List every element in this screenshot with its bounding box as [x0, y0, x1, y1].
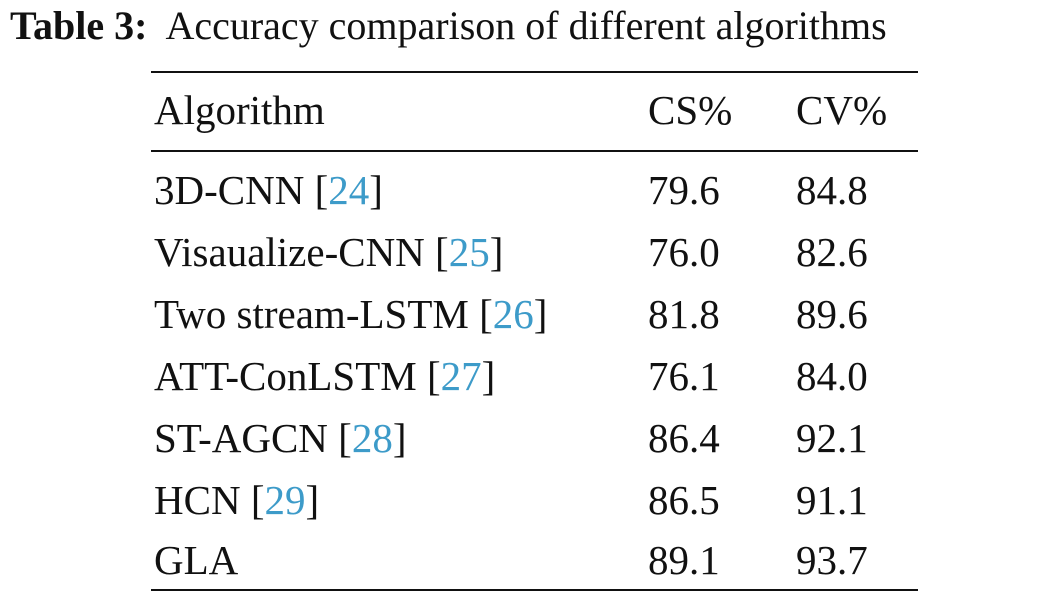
algorithm-name: HCN	[154, 477, 241, 523]
cv-value: 91.1	[796, 477, 868, 523]
algorithm-cell: HCN [29]	[154, 477, 320, 523]
table-top-rule	[151, 71, 918, 73]
algorithm-name: ST-AGCN	[154, 415, 328, 461]
header-cv: CV%	[796, 87, 888, 133]
cs-value: 76.0	[648, 229, 720, 275]
cs-value: 86.4	[648, 415, 720, 461]
cv-value: 92.1	[796, 415, 868, 461]
algorithm-cell: Two stream-LSTM [26]	[154, 291, 548, 337]
citation-link[interactable]: 29	[264, 477, 306, 523]
table-bottom-rule	[151, 589, 918, 591]
algorithm-cell: 3D-CNN [24]	[154, 167, 383, 213]
table-row: GLA 89.1 93.7	[151, 529, 918, 591]
cs-value: 89.1	[648, 537, 720, 583]
citation-link[interactable]: 24	[328, 167, 370, 213]
cs-value: 86.5	[648, 477, 720, 523]
algorithm-name: 3D-CNN	[154, 167, 305, 213]
caption-label: Table 3:	[10, 3, 148, 48]
algorithm-name: Two stream-LSTM	[154, 291, 469, 337]
table-row: ATT-ConLSTM [27] 76.1 84.0	[151, 345, 918, 407]
table-row: Visaualize-CNN [25] 76.0 82.6	[151, 221, 918, 283]
cv-value: 89.6	[796, 291, 868, 337]
cs-value: 79.6	[648, 167, 720, 213]
table-header-rule	[151, 150, 918, 152]
table-header-row: Algorithm CS% CV%	[151, 79, 918, 141]
algorithm-name: ATT-ConLSTM	[154, 353, 417, 399]
algorithm-cell: Visaualize-CNN [25]	[154, 229, 504, 275]
algorithm-name: Visaualize-CNN	[154, 229, 425, 275]
citation-link[interactable]: 28	[351, 415, 393, 461]
table-row: 3D-CNN [24] 79.6 84.8	[151, 159, 918, 221]
cv-value: 82.6	[796, 229, 868, 275]
header-cs: CS%	[648, 87, 733, 133]
table-row: Two stream-LSTM [26] 81.8 89.6	[151, 283, 918, 345]
cs-value: 76.1	[648, 353, 720, 399]
algorithm-cell: ATT-ConLSTM [27]	[154, 353, 496, 399]
algorithm-name: GLA	[154, 537, 239, 583]
table-row: HCN [29] 86.5 91.1	[151, 469, 918, 531]
cs-value: 81.8	[648, 291, 720, 337]
citation-link[interactable]: 25	[448, 229, 490, 275]
header-algorithm: Algorithm	[154, 87, 325, 133]
table-caption: Table 3: Accuracy comparison of different…	[10, 2, 887, 50]
cv-value: 84.0	[796, 353, 868, 399]
citation-link[interactable]: 26	[492, 291, 534, 337]
table-row: ST-AGCN [28] 86.4 92.1	[151, 407, 918, 469]
cv-value: 84.8	[796, 167, 868, 213]
algorithm-cell: ST-AGCN [28]	[154, 415, 407, 461]
cv-value: 93.7	[796, 537, 868, 583]
citation-link[interactable]: 27	[440, 353, 482, 399]
caption-text: Accuracy comparison of different algorit…	[165, 3, 887, 48]
